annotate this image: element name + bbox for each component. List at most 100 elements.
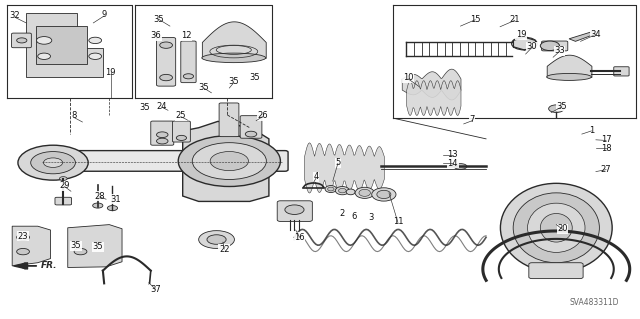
Text: 31: 31 xyxy=(110,195,121,204)
Text: 35: 35 xyxy=(153,15,164,24)
Text: 14: 14 xyxy=(447,159,458,168)
Text: 6: 6 xyxy=(351,211,356,220)
FancyBboxPatch shape xyxy=(55,197,72,205)
Text: 27: 27 xyxy=(601,165,611,174)
Circle shape xyxy=(31,152,76,174)
Circle shape xyxy=(198,231,234,249)
FancyBboxPatch shape xyxy=(12,33,31,48)
Circle shape xyxy=(176,135,186,140)
Ellipse shape xyxy=(355,187,374,198)
Polygon shape xyxy=(182,122,269,201)
Circle shape xyxy=(157,138,168,144)
Circle shape xyxy=(245,131,257,137)
Circle shape xyxy=(160,74,173,81)
Circle shape xyxy=(178,136,280,187)
FancyBboxPatch shape xyxy=(529,263,583,278)
Ellipse shape xyxy=(339,189,346,193)
Text: 23: 23 xyxy=(18,232,28,241)
FancyBboxPatch shape xyxy=(180,41,196,83)
Text: 36: 36 xyxy=(150,31,161,40)
Circle shape xyxy=(17,234,29,241)
Text: 5: 5 xyxy=(335,158,340,167)
Text: 35: 35 xyxy=(228,77,239,86)
Text: FR.: FR. xyxy=(41,261,58,271)
Text: 35: 35 xyxy=(139,103,150,112)
Circle shape xyxy=(93,203,103,208)
Polygon shape xyxy=(569,31,598,41)
Text: 8: 8 xyxy=(72,111,77,121)
Text: 19: 19 xyxy=(106,68,116,77)
FancyBboxPatch shape xyxy=(541,41,568,51)
Ellipse shape xyxy=(328,187,334,191)
Ellipse shape xyxy=(500,183,612,272)
Text: 20: 20 xyxy=(557,224,568,233)
Text: 16: 16 xyxy=(294,233,305,242)
Polygon shape xyxy=(13,263,28,269)
FancyBboxPatch shape xyxy=(614,67,629,76)
Text: 13: 13 xyxy=(447,150,458,159)
Ellipse shape xyxy=(346,189,355,195)
Circle shape xyxy=(548,105,564,113)
Text: 37: 37 xyxy=(150,285,161,293)
Text: 35: 35 xyxy=(198,83,209,92)
Text: 21: 21 xyxy=(509,15,520,24)
FancyBboxPatch shape xyxy=(277,201,312,221)
Circle shape xyxy=(18,145,88,180)
Text: 1: 1 xyxy=(589,126,594,135)
Circle shape xyxy=(192,143,266,180)
Text: 28: 28 xyxy=(94,191,105,201)
Text: 24: 24 xyxy=(156,102,167,111)
Text: SVA483311D: SVA483311D xyxy=(570,298,619,307)
Text: 10: 10 xyxy=(403,73,413,82)
Text: 33: 33 xyxy=(554,46,565,56)
Circle shape xyxy=(17,38,27,43)
Text: 35: 35 xyxy=(250,73,260,82)
FancyBboxPatch shape xyxy=(36,26,87,64)
Text: 25: 25 xyxy=(175,111,186,121)
Text: 11: 11 xyxy=(393,217,403,226)
Text: 3: 3 xyxy=(369,213,374,222)
Circle shape xyxy=(60,177,67,181)
Text: 29: 29 xyxy=(60,181,70,190)
Text: 26: 26 xyxy=(257,111,268,121)
Circle shape xyxy=(17,249,29,255)
Circle shape xyxy=(511,37,537,50)
Polygon shape xyxy=(68,225,122,268)
Text: 18: 18 xyxy=(601,144,611,153)
Text: 32: 32 xyxy=(10,11,20,20)
Circle shape xyxy=(74,249,87,255)
Text: 4: 4 xyxy=(314,173,319,182)
Circle shape xyxy=(207,235,226,244)
Ellipse shape xyxy=(454,164,467,169)
Ellipse shape xyxy=(513,193,600,263)
Circle shape xyxy=(89,53,102,59)
Text: 12: 12 xyxy=(180,31,191,40)
Text: 35: 35 xyxy=(556,102,566,111)
FancyBboxPatch shape xyxy=(219,103,239,137)
Ellipse shape xyxy=(527,203,585,252)
Ellipse shape xyxy=(540,213,572,242)
Text: 17: 17 xyxy=(601,135,611,144)
Text: 7: 7 xyxy=(469,115,475,124)
Ellipse shape xyxy=(202,53,266,63)
Ellipse shape xyxy=(325,186,337,193)
Text: 2: 2 xyxy=(340,209,345,218)
Ellipse shape xyxy=(359,189,371,196)
Text: 22: 22 xyxy=(219,245,230,254)
FancyBboxPatch shape xyxy=(151,121,173,145)
Text: 34: 34 xyxy=(591,31,601,40)
Ellipse shape xyxy=(335,187,349,195)
FancyBboxPatch shape xyxy=(173,121,190,142)
Ellipse shape xyxy=(372,188,396,201)
Circle shape xyxy=(285,205,304,214)
Circle shape xyxy=(44,158,63,167)
Text: 9: 9 xyxy=(102,10,107,19)
Circle shape xyxy=(157,132,168,137)
Text: 19: 19 xyxy=(516,31,527,40)
FancyBboxPatch shape xyxy=(240,116,262,138)
Text: 15: 15 xyxy=(470,15,481,24)
Circle shape xyxy=(160,42,173,48)
Polygon shape xyxy=(12,226,51,266)
Circle shape xyxy=(38,53,51,59)
Circle shape xyxy=(89,37,102,44)
